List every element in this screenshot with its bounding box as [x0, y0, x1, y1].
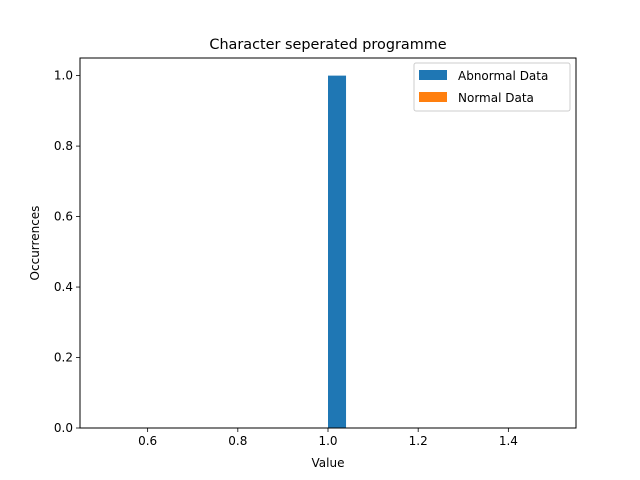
legend-swatch-abnormal — [419, 70, 447, 80]
x-axis-label: Value — [312, 456, 345, 470]
x-tick-label: 0.8 — [228, 434, 247, 448]
legend-box — [413, 62, 571, 112]
chart-title: Character seperated programme — [209, 37, 446, 53]
legend-label-abnormal: Abnormal Data — [458, 69, 548, 83]
y-tick-label: 0.2 — [54, 351, 73, 365]
bars-layer — [328, 75, 347, 428]
x-tick-label: 1.0 — [318, 434, 337, 448]
y-tick-label: 0.4 — [54, 280, 73, 294]
x-tick-label: 1.4 — [499, 434, 518, 448]
y-tick-label: 0.6 — [54, 210, 73, 224]
legend: Abnormal Data Normal Data — [413, 62, 571, 112]
legend-label-normal: Normal Data — [458, 91, 534, 105]
x-tick-label: 0.6 — [138, 434, 157, 448]
plot-frame — [79, 57, 577, 429]
legend-swatch-normal — [419, 92, 447, 102]
y-tick-label: 0.0 — [54, 421, 73, 435]
y-tick-label: 0.8 — [54, 139, 73, 153]
bar-0-0 — [328, 75, 347, 428]
y-axis-label: Occurrences — [28, 206, 42, 281]
x-axis-ticks: 0.6 0.8 1.0 1.2 1.4 — [138, 428, 518, 448]
y-axis-ticks: 0.0 0.2 0.4 0.6 0.8 1.0 — [54, 69, 80, 435]
y-tick-label: 1.0 — [54, 69, 73, 83]
x-tick-label: 1.2 — [409, 434, 428, 448]
